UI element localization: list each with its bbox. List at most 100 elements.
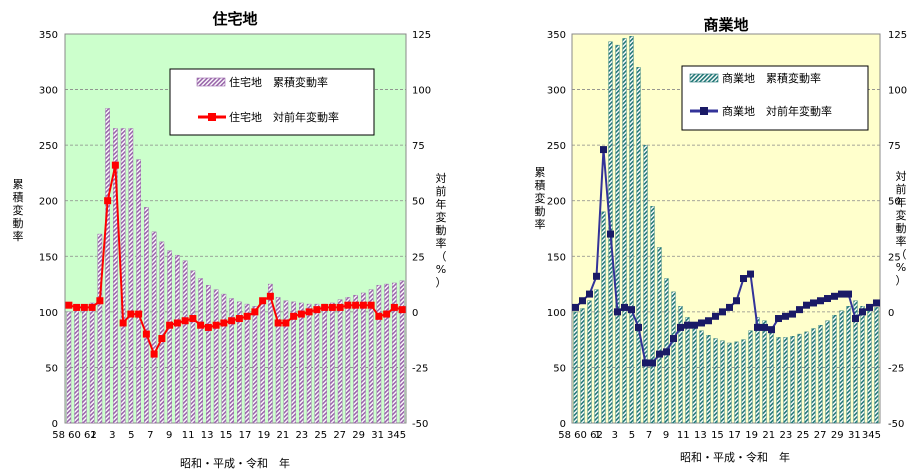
line-point: [266, 292, 274, 300]
bar: [713, 338, 718, 424]
bar: [314, 303, 320, 424]
line-point: [572, 303, 579, 311]
bar: [244, 303, 250, 424]
x-tick-label: 21: [276, 430, 289, 441]
left-tick-label: 100: [39, 308, 58, 319]
line-point: [649, 359, 656, 367]
bar: [384, 283, 389, 424]
y-axis-title-char: 率: [13, 229, 24, 243]
x-tick-label: 3: [109, 430, 115, 441]
x-axis-ticks: 58 60 621 3 5 7 9 11 13 15 17 19 21 23 25 27 29 31 345: [558, 430, 881, 441]
line-point: [845, 290, 852, 298]
left-axis-ticks: 0 50 100 150 200 250 300 350: [547, 30, 566, 430]
line-point: [586, 290, 593, 298]
legend: 住宅地 累積変動率 住宅地 対前年変動率: [169, 68, 375, 136]
bar: [769, 330, 774, 424]
x-tick-label: 15: [220, 430, 233, 441]
line-point: [642, 359, 649, 367]
right-tick-label: 100: [412, 86, 431, 97]
y-axis-title-char: 率: [896, 234, 907, 248]
left-tick-label: 250: [547, 141, 566, 152]
y-axis-title-char: 変: [436, 210, 447, 224]
line-point: [670, 335, 677, 343]
bar: [275, 297, 281, 424]
right-tick-label: 25: [888, 252, 901, 263]
line-point: [80, 303, 88, 311]
bar: [291, 301, 296, 424]
y-axis-title-char: 前: [436, 184, 447, 198]
line-point: [600, 146, 607, 154]
bar: [797, 333, 802, 424]
bar: [198, 278, 203, 424]
bar: [580, 308, 585, 424]
line-point: [803, 301, 810, 309]
x-tick-label: 29: [352, 430, 365, 441]
bar: [867, 309, 872, 424]
line-point: [189, 315, 197, 323]
right-tick-label: 0: [888, 308, 894, 319]
bar: [82, 308, 87, 424]
bar: [175, 254, 180, 424]
line-point: [810, 299, 817, 307]
left-tick-label: 50: [45, 363, 58, 374]
bar: [392, 282, 397, 424]
x-tick-label: 13: [201, 430, 214, 441]
x-tick-label: 9: [663, 430, 669, 441]
line-point: [197, 321, 205, 329]
legend-bar-swatch: [689, 73, 719, 83]
left-tick-label: 350: [547, 30, 566, 41]
right-tick-label: 100: [888, 86, 907, 97]
x-tick-label: 25: [314, 430, 327, 441]
x-tick-label: 17: [728, 430, 741, 441]
line-point: [775, 315, 782, 323]
line-point: [220, 319, 228, 327]
line-point: [824, 295, 831, 303]
bar: [601, 211, 606, 424]
line-point: [274, 319, 282, 327]
line-point: [313, 306, 321, 314]
y-axis-title-char: 累: [535, 166, 546, 179]
bar: [573, 311, 578, 424]
y-axis-title-char: 対: [436, 171, 447, 185]
line-point: [614, 308, 621, 316]
line-point: [782, 312, 789, 320]
bar: [213, 289, 219, 424]
line-point: [796, 306, 803, 314]
line-point: [305, 308, 313, 316]
line-point: [663, 348, 670, 356]
bar: [615, 44, 620, 424]
x-tick-label: 13: [694, 430, 707, 441]
line-point: [705, 317, 712, 325]
line-point: [866, 303, 873, 311]
right-tick-label: 125: [412, 30, 431, 41]
x-tick-label: 345: [862, 430, 881, 441]
legend-line-label: 商業地 対前年変動率: [722, 104, 832, 118]
line-point: [768, 326, 775, 334]
bar: [399, 280, 405, 424]
x-tick-label: 19: [745, 430, 758, 441]
line-point: [383, 310, 391, 318]
line-point: [852, 315, 859, 323]
line-point: [733, 297, 740, 305]
x-tick-label: 1: [594, 430, 600, 441]
line-point: [359, 301, 367, 309]
left-tick-label: 300: [39, 86, 58, 97]
legend-line-marker: [700, 107, 708, 115]
line-point: [173, 319, 181, 327]
bar: [727, 342, 732, 424]
bar: [159, 241, 165, 424]
bar: [699, 330, 704, 424]
bar: [811, 328, 816, 424]
left-tick-label: 150: [39, 252, 58, 263]
line-point: [628, 306, 635, 314]
y-axis-title-char: 年: [436, 197, 447, 211]
bar: [252, 306, 258, 424]
bar-series: [66, 108, 405, 424]
x-tick-label: 23: [295, 430, 308, 441]
left-tick-label: 0: [560, 419, 566, 430]
line-point: [158, 335, 166, 343]
line-point: [698, 319, 705, 327]
bar: [650, 206, 655, 424]
bar: [678, 306, 683, 424]
